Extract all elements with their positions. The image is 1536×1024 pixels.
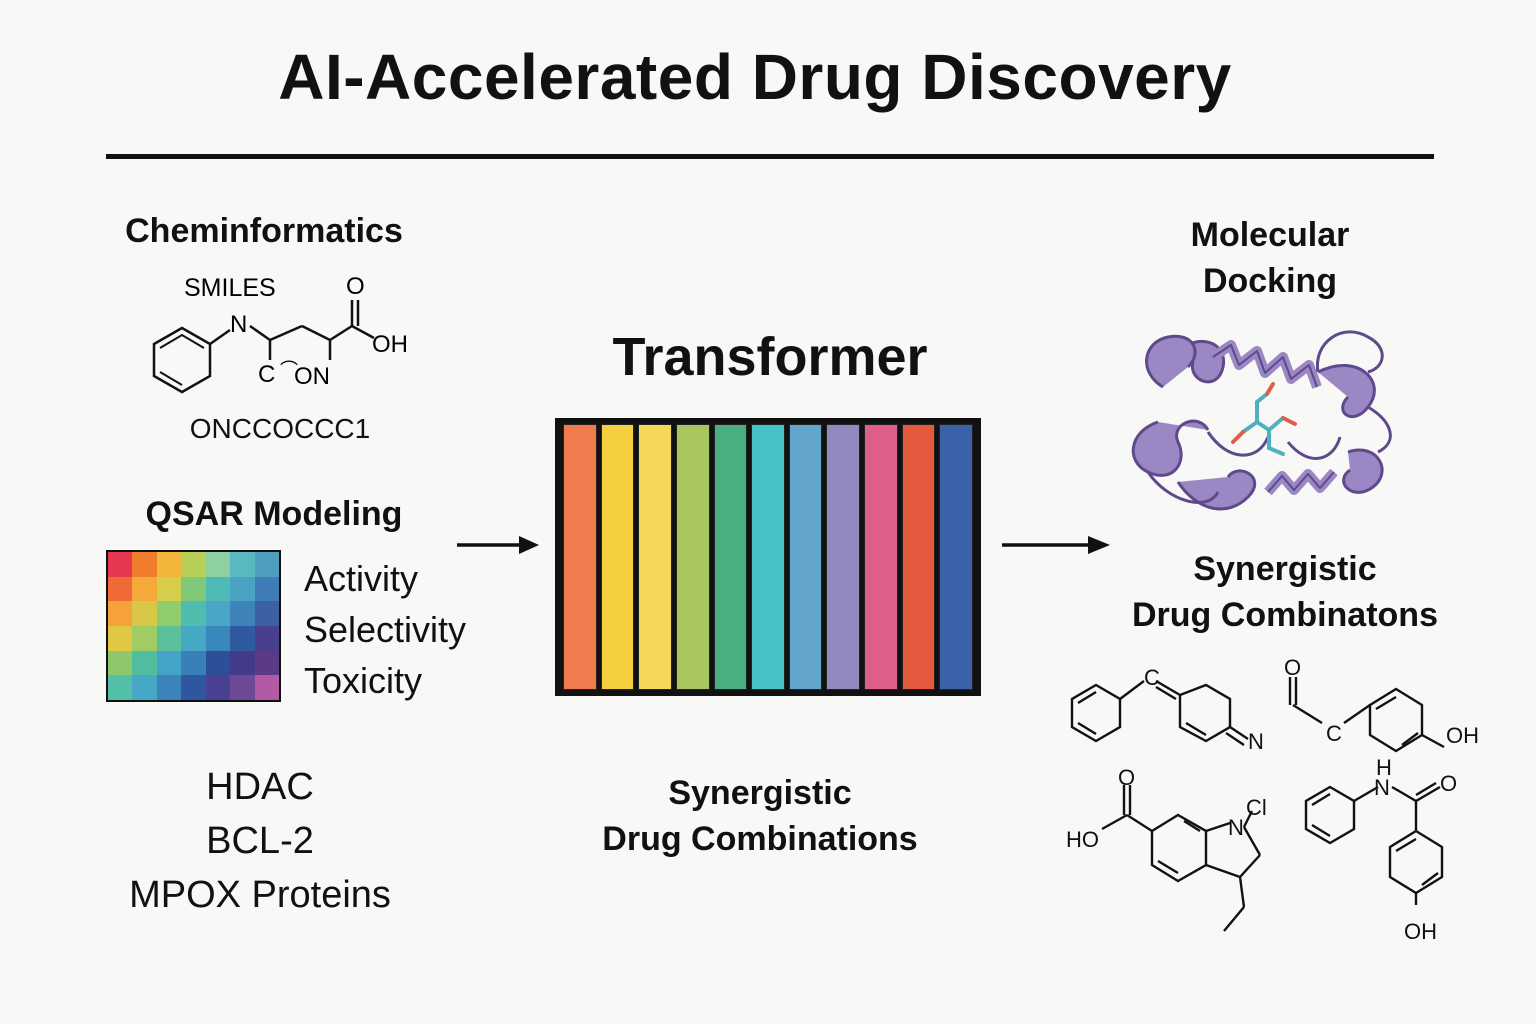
svg-text:O: O bbox=[1118, 765, 1135, 790]
smiles-string: ONCCOCCC1 bbox=[189, 413, 371, 444]
heatmap-cell bbox=[254, 576, 279, 602]
heatmap-cell bbox=[132, 576, 157, 602]
svg-text:HO: HO bbox=[1066, 827, 1099, 852]
transformer-heading: Transformer bbox=[612, 327, 928, 387]
target-list: HDAC BCL-2 MPOX Proteins bbox=[100, 760, 420, 922]
heatmap-cell bbox=[205, 601, 231, 626]
smiles-label: SMILES bbox=[184, 274, 276, 302]
smiles-molecule-diagram: SMILES N O OH C ⌒ ON bbox=[152, 273, 408, 394]
heatmap-cell bbox=[132, 625, 157, 651]
arrow-right-icon-2 bbox=[1002, 536, 1110, 554]
svg-text:OH: OH bbox=[1446, 723, 1479, 748]
heatmap-cell bbox=[156, 601, 182, 626]
heatmap-cell bbox=[230, 675, 255, 700]
heatmap-cell bbox=[181, 601, 206, 626]
transformer-block bbox=[555, 418, 981, 696]
heatmap-cell bbox=[108, 601, 133, 626]
heatmap-cell bbox=[181, 576, 206, 602]
svg-text:ON: ON bbox=[294, 363, 330, 390]
svg-text:Cl: Cl bbox=[1246, 795, 1267, 820]
heatmap-cell bbox=[156, 675, 182, 700]
heatmap-cell bbox=[254, 625, 279, 651]
transformer-layer-bar bbox=[826, 424, 861, 690]
transformer-layer-bar bbox=[563, 424, 597, 690]
heatmap-cell bbox=[230, 625, 255, 651]
heatmap-cell bbox=[230, 552, 255, 577]
svg-text:OH: OH bbox=[372, 331, 408, 358]
center-caption: Synergistic Drug Combinations bbox=[560, 770, 960, 862]
heatmap-cell bbox=[205, 650, 231, 676]
heatmap-cell bbox=[205, 576, 231, 602]
svg-text:O: O bbox=[1284, 655, 1301, 680]
transformer-layer-bar bbox=[638, 424, 672, 690]
property-toxicity: Toxicity bbox=[304, 660, 423, 701]
svg-text:N: N bbox=[230, 311, 247, 338]
heatmap-cell bbox=[156, 625, 182, 651]
svg-text:C: C bbox=[1144, 665, 1160, 690]
heatmap-cell bbox=[108, 675, 133, 700]
target-bcl2: BCL-2 bbox=[206, 820, 314, 862]
heatmap-cell bbox=[254, 675, 279, 700]
svg-text:O: O bbox=[346, 273, 365, 300]
heatmap-cell bbox=[254, 650, 279, 676]
heatmap-cell bbox=[132, 601, 157, 626]
protein-structure-icon bbox=[1131, 330, 1392, 511]
target-hdac: HDAC bbox=[206, 766, 314, 808]
transformer-layer-bar bbox=[713, 424, 748, 690]
heatmap-cell bbox=[181, 552, 206, 577]
heatmap-cell bbox=[230, 576, 255, 602]
transformer-layer-bar bbox=[939, 424, 974, 690]
heatmap-cell bbox=[254, 601, 279, 626]
svg-text:H: H bbox=[1376, 755, 1392, 780]
target-mpox: MPOX Proteins bbox=[129, 874, 391, 916]
svg-text:C: C bbox=[1326, 721, 1342, 746]
heatmap-cell bbox=[205, 625, 231, 651]
svg-text:N: N bbox=[1248, 729, 1264, 754]
heatmap-cell bbox=[230, 650, 255, 676]
svg-text:N: N bbox=[1228, 815, 1244, 840]
heatmap-cell bbox=[108, 576, 133, 602]
arrow-right-icon bbox=[457, 536, 539, 554]
heatmap-cell bbox=[108, 625, 133, 651]
heatmap-cell bbox=[156, 576, 182, 602]
heatmap-cell bbox=[181, 675, 206, 700]
svg-text:OH: OH bbox=[1404, 919, 1437, 944]
transformer-layer-bar bbox=[600, 424, 635, 690]
docking-heading: Molecular Docking bbox=[1190, 216, 1350, 300]
center-caption-line1: Synergistic bbox=[668, 774, 852, 812]
heatmap-cell bbox=[181, 650, 206, 676]
heatmap-cell bbox=[132, 650, 157, 676]
center-caption-line2: Drug Combinations bbox=[602, 820, 918, 858]
heatmap-cell bbox=[108, 650, 133, 676]
qsar-heatmap bbox=[106, 550, 281, 702]
transformer-layer-bar bbox=[751, 424, 785, 690]
heatmap-cell bbox=[108, 552, 133, 577]
heatmap-cell bbox=[132, 552, 157, 577]
heatmap-cell bbox=[156, 552, 182, 577]
right-synergy-heading: Synergistic Drug Combinatons bbox=[1132, 550, 1438, 634]
cheminformatics-heading: Cheminformatics bbox=[125, 212, 403, 250]
transformer-layer-bar bbox=[901, 424, 936, 690]
transformer-layer-bar bbox=[675, 424, 710, 690]
heatmap-cell bbox=[132, 675, 157, 700]
page-title: AI-Accelerated Drug Discovery bbox=[278, 41, 1232, 113]
heatmap-cell bbox=[156, 650, 182, 676]
heatmap-cell bbox=[205, 552, 231, 577]
qsar-heading: QSAR Modeling bbox=[145, 495, 403, 533]
title-divider bbox=[106, 154, 1434, 159]
heatmap-cell bbox=[230, 601, 255, 626]
transformer-layer-bar bbox=[788, 424, 823, 690]
qsar-properties: Activity Selectivity Toxicity bbox=[304, 553, 466, 706]
property-selectivity: Selectivity bbox=[304, 609, 467, 650]
svg-text:N: N bbox=[1374, 775, 1390, 800]
heatmap-cell bbox=[205, 675, 231, 700]
svg-text:⌒: ⌒ bbox=[280, 360, 298, 380]
property-activity: Activity bbox=[304, 558, 419, 599]
svg-text:C: C bbox=[258, 361, 275, 388]
transformer-layer-bar bbox=[864, 424, 898, 690]
svg-text:O: O bbox=[1440, 771, 1457, 796]
drug-combination-molecules: C N O C OH O HO N Cl H N O OH bbox=[1066, 655, 1479, 944]
heatmap-cell bbox=[181, 625, 206, 651]
heatmap-cell bbox=[254, 552, 279, 577]
